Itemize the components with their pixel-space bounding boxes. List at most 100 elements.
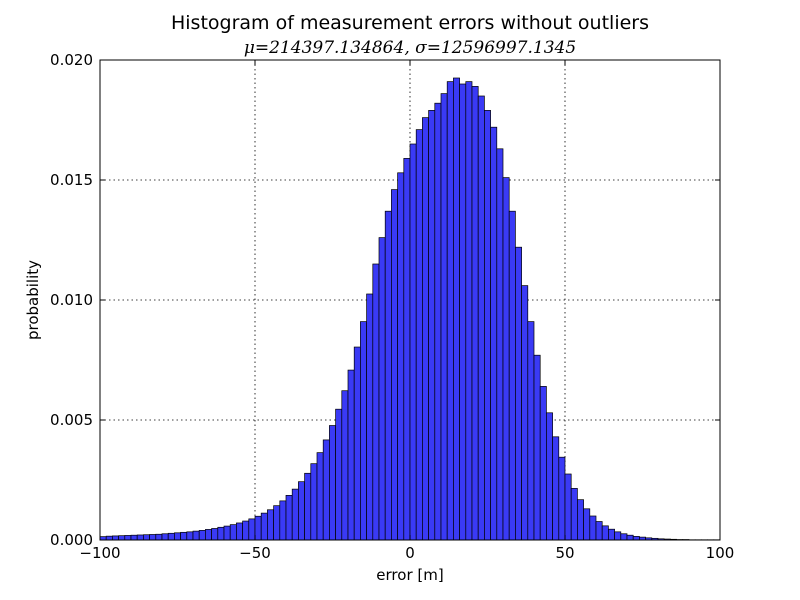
histogram-bar	[533, 354, 541, 541]
histogram-bar	[552, 436, 560, 541]
histogram-bar	[477, 95, 485, 541]
histogram-bar	[366, 293, 374, 541]
histogram-bar	[391, 189, 398, 541]
histogram-bar	[446, 81, 454, 541]
histogram-bar	[124, 535, 132, 541]
histogram-bar	[217, 526, 225, 541]
histogram-bar	[180, 531, 188, 541]
histogram-bar	[353, 346, 361, 541]
histogram-bar	[459, 83, 467, 541]
histogram-bar	[279, 500, 287, 541]
x-tick-label: 0	[405, 544, 415, 562]
histogram-bar	[453, 77, 460, 541]
y-tick-label: 0.015	[50, 171, 93, 189]
histogram-bar	[161, 533, 169, 541]
y-tick-label: 0.005	[50, 411, 93, 429]
histogram-bar	[570, 488, 578, 541]
y-tick-label: 0.020	[50, 51, 93, 69]
histogram-bar	[260, 512, 268, 541]
histogram-bar	[174, 532, 181, 541]
histogram-bar	[515, 246, 522, 541]
histogram-bar	[471, 86, 479, 541]
histogram-bar	[490, 126, 498, 541]
histogram-bar	[298, 481, 305, 541]
histogram-bar	[577, 499, 584, 541]
histogram-bar	[360, 321, 367, 541]
histogram-bar	[329, 425, 336, 541]
y-tick-label: 0.000	[50, 531, 93, 549]
histogram-bar	[564, 473, 572, 541]
chart-subtitle: μ=214397.134864, σ=12596997.1345	[244, 38, 576, 58]
histogram-bar	[415, 129, 423, 541]
x-tick-label: −100	[79, 544, 120, 562]
histogram-bar	[136, 534, 144, 541]
histogram-bar	[223, 525, 231, 541]
histogram-bar	[285, 495, 293, 541]
histogram-bar	[248, 518, 256, 541]
histogram-bar	[229, 524, 237, 541]
histogram-bar	[335, 408, 343, 541]
histogram-bar	[254, 515, 262, 541]
histogram-bar	[546, 412, 553, 541]
x-tick-label: −50	[239, 544, 271, 562]
histogram-bar	[527, 321, 535, 541]
histogram-bar	[378, 237, 386, 541]
histogram-bar	[99, 536, 107, 541]
histogram-bar	[632, 536, 640, 541]
histogram-bar	[583, 508, 591, 541]
histogram-bar	[273, 505, 281, 541]
histogram-bar	[409, 143, 417, 541]
histogram-bar	[558, 456, 566, 541]
histogram-bar	[496, 148, 504, 541]
histogram-bar	[205, 529, 212, 541]
histogram-bar	[310, 463, 318, 541]
histogram-bar	[304, 472, 312, 541]
histogram-bar	[589, 515, 597, 541]
y-tick-labels: 0.000 0.005 0.010 0.015 0.020	[50, 51, 93, 549]
histogram-bar	[539, 386, 547, 541]
histogram-bar	[267, 509, 274, 541]
histogram-bar	[211, 528, 219, 541]
histogram-bar	[236, 522, 243, 541]
histogram-bar	[626, 534, 634, 541]
histogram-bar	[149, 534, 157, 541]
y-axis-label: probability	[24, 260, 42, 340]
histogram-bar	[620, 533, 628, 541]
histogram-bar	[316, 452, 324, 541]
histogram-bar	[105, 535, 113, 541]
x-tick-label: 100	[706, 544, 735, 562]
histogram-bar	[242, 520, 250, 541]
histogram-bar	[440, 93, 448, 541]
histogram-bar	[521, 285, 529, 541]
histogram-bar	[608, 528, 615, 541]
histogram-bar	[322, 439, 330, 541]
histogram-bar	[112, 535, 119, 541]
histogram-bar	[130, 534, 138, 541]
histogram-bar	[502, 177, 510, 541]
histogram-bar	[465, 81, 473, 541]
histogram-bar	[601, 525, 609, 541]
x-axis-label: error [m]	[376, 566, 443, 584]
histogram-bar	[372, 263, 380, 541]
histogram-bar	[143, 534, 150, 541]
histogram-bar	[422, 117, 429, 541]
histogram-bar	[198, 530, 206, 541]
histogram-bar	[434, 102, 442, 541]
histogram-bar	[155, 533, 163, 541]
histogram-bar	[186, 531, 194, 541]
chart-title: Histogram of measurement errors without …	[171, 12, 649, 34]
histogram-bar	[614, 531, 622, 541]
histogram-bar	[167, 532, 175, 541]
histogram-bar	[192, 530, 200, 541]
histogram-bar	[508, 210, 516, 541]
histogram-bar	[347, 369, 355, 541]
histogram-bars	[99, 77, 721, 541]
x-tick-labels: −100 −50 0 50 100	[79, 544, 734, 562]
histogram-bar	[595, 521, 603, 541]
histogram-bar	[341, 390, 349, 541]
histogram-bar	[397, 172, 405, 541]
y-tick-label: 0.010	[50, 291, 93, 309]
histogram-bar	[384, 210, 392, 541]
histogram-bar	[484, 110, 491, 541]
